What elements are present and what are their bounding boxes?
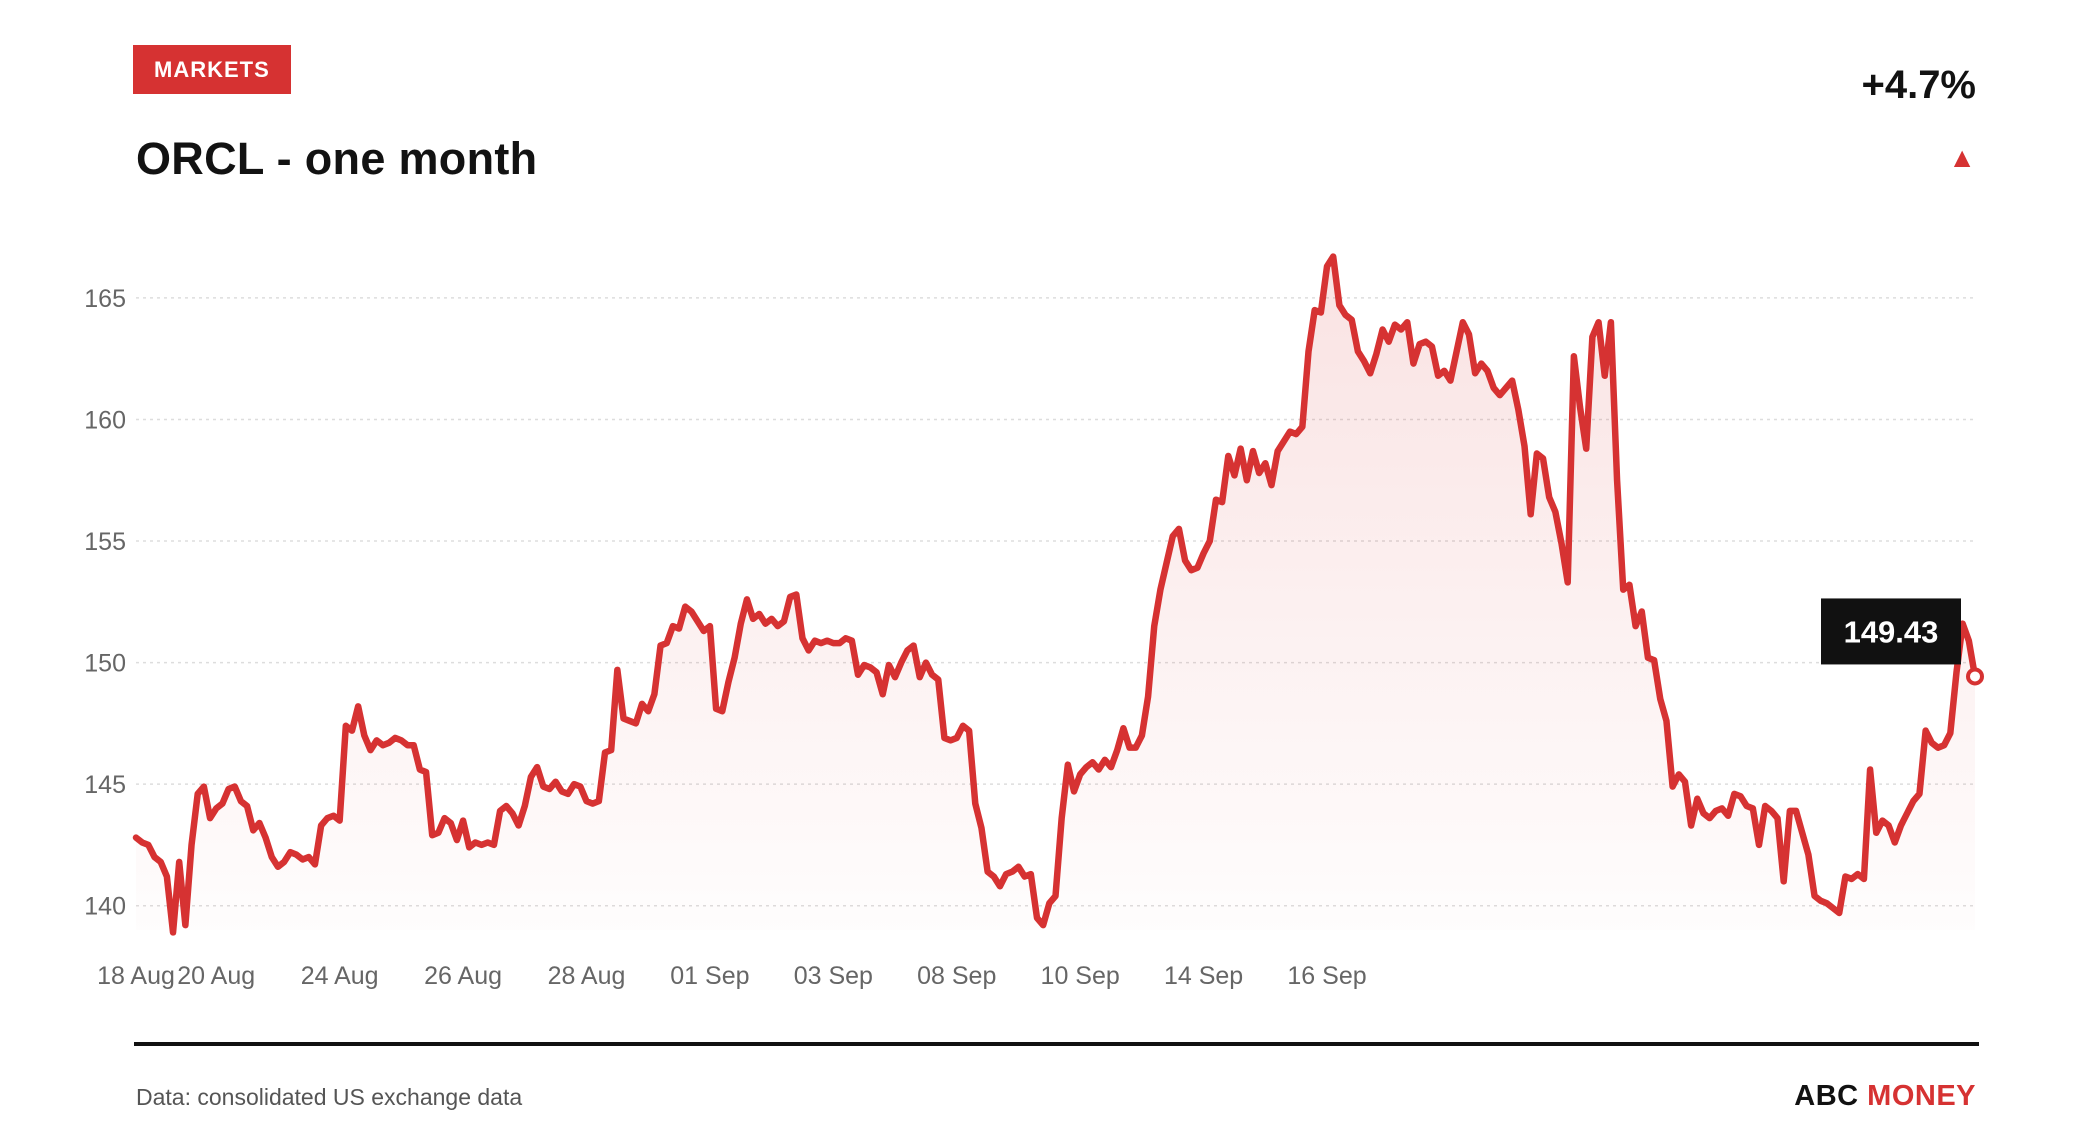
section-badge[interactable]: MARKETS bbox=[133, 45, 291, 94]
x-tick-label: 26 Aug bbox=[424, 962, 502, 990]
x-tick-label: 20 Aug bbox=[177, 962, 255, 990]
x-tick-label: 08 Sep bbox=[917, 962, 996, 990]
last-value-callout: 149.43 bbox=[1821, 598, 1961, 665]
brand-part-2: MONEY bbox=[1867, 1080, 1976, 1112]
price-area bbox=[136, 256, 1975, 933]
data-source: Data: consolidated US exchange data bbox=[136, 1084, 523, 1110]
x-tick-label: 28 Aug bbox=[548, 962, 626, 990]
brand-part-1: ABC bbox=[1794, 1080, 1859, 1112]
y-tick-label: 165 bbox=[84, 285, 126, 313]
y-axis-ticks: 140 145 150 155 160 165 bbox=[84, 285, 126, 921]
brand-logo[interactable]: ABC MONEY bbox=[1794, 1080, 1976, 1113]
chart-title: ORCL - one month bbox=[136, 133, 538, 184]
x-tick-label: 10 Sep bbox=[1041, 962, 1120, 990]
up-arrow-icon: ▲ bbox=[1948, 142, 1976, 173]
price-chart: 140 145 150 155 160 165 18 Aug 20 Aug 24 Aug 26 … bbox=[84, 253, 1984, 990]
y-tick-label: 150 bbox=[84, 650, 126, 678]
x-tick-label: 03 Sep bbox=[794, 962, 873, 990]
y-tick-label: 140 bbox=[84, 893, 126, 921]
price-line bbox=[132, 253, 1979, 936]
last-value-label: 149.43 bbox=[1844, 614, 1939, 649]
x-tick-label: 14 Sep bbox=[1164, 962, 1243, 990]
x-tick-label: 01 Sep bbox=[670, 962, 749, 990]
y-tick-label: 160 bbox=[84, 406, 126, 434]
y-tick-label: 155 bbox=[84, 528, 126, 556]
change-percent: +4.7% bbox=[1861, 63, 1976, 107]
x-axis-ticks: 18 Aug 20 Aug 24 Aug 26 Aug 28 Aug 01 Sep 03 S… bbox=[97, 962, 1367, 990]
last-point-marker bbox=[1966, 667, 1984, 686]
x-tick-label: 24 Aug bbox=[301, 962, 379, 990]
footer-divider bbox=[134, 1042, 1979, 1046]
y-tick-label: 145 bbox=[84, 771, 126, 799]
x-tick-label: 16 Sep bbox=[1287, 962, 1366, 990]
x-tick-label: 18 Aug bbox=[97, 962, 175, 990]
